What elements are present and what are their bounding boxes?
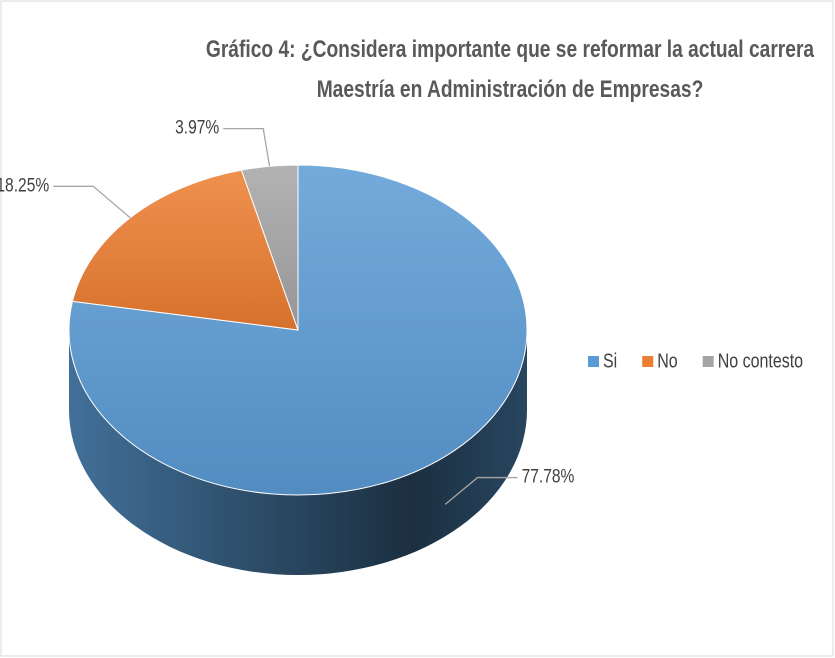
chart-title: Gráfico 4: ¿Considera importante que se … [205, 36, 815, 103]
pie-slice [68, 164, 528, 496]
legend-label: No [657, 350, 677, 372]
pie-side [69, 330, 527, 575]
legend-swatch [642, 356, 654, 367]
data-label: 3.97% [175, 116, 219, 138]
legend-swatch [702, 356, 714, 367]
legend-label: Si [603, 350, 617, 372]
legend-swatch [588, 356, 599, 367]
pie-slice [71, 169, 299, 331]
pie-slice [240, 164, 299, 331]
leader-line [53, 185, 131, 219]
leader-line [223, 127, 271, 167]
data-label: 77.78% [522, 465, 575, 487]
data-label: 18.25% [0, 174, 49, 196]
legend-label: No contesto [718, 350, 803, 372]
leader-line [444, 476, 518, 505]
